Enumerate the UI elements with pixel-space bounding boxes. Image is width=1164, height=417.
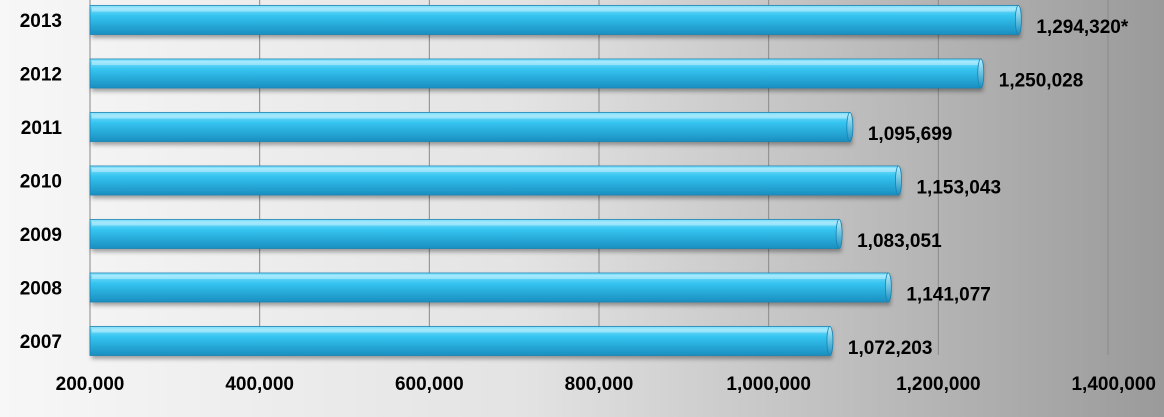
bar-highlight xyxy=(92,7,1017,12)
y-category-label: 2012 xyxy=(20,65,62,86)
bar-value-label: 1,153,043 xyxy=(916,178,1001,199)
bar-value-label: 1,250,028 xyxy=(999,71,1084,92)
bar xyxy=(89,272,889,303)
bar xyxy=(89,5,1019,35)
bar-group xyxy=(89,219,843,249)
bar-end-cap xyxy=(977,58,985,89)
bar-highlight xyxy=(92,221,838,226)
bars xyxy=(89,5,1022,356)
bar-end-cap xyxy=(895,165,902,196)
y-category-label: 2009 xyxy=(20,225,62,246)
bar-end-cap xyxy=(1014,5,1022,35)
category-axis: 2013 2012 2011 2010 2009 2008 2007 xyxy=(20,11,63,353)
bar-end-cap xyxy=(835,219,843,249)
y-category-label: 2008 xyxy=(20,279,62,300)
bar-highlight xyxy=(92,328,828,333)
bar-group xyxy=(89,5,1022,35)
bar-highlight xyxy=(92,168,897,172)
bar-highlight xyxy=(92,275,887,279)
bar-value-label: 1,083,051 xyxy=(857,231,942,252)
value-axis: 200,000 400,000 600,000 800,000 1,000,000 1,2… xyxy=(56,374,1156,395)
bar-highlight xyxy=(92,114,848,119)
data-labels: 1,294,320* 1,250,028 1,095,699 1,153,043 1,0… xyxy=(848,17,1129,359)
x-tick-label: 600,000 xyxy=(395,374,464,395)
bar xyxy=(89,58,982,89)
bar-group xyxy=(89,58,985,89)
bar-group xyxy=(89,326,834,356)
x-tick-label: 800,000 xyxy=(565,374,634,395)
y-category-label: 2010 xyxy=(20,172,62,193)
bar-end-cap xyxy=(846,112,854,142)
bar-value-label: 1,095,699 xyxy=(868,124,953,145)
x-tick-label: 400,000 xyxy=(225,374,294,395)
bar-value-label: 1,294,320* xyxy=(1036,17,1129,38)
y-category-label: 2007 xyxy=(20,332,62,353)
bar-group xyxy=(89,272,892,303)
x-tick-label: 1,400,000 xyxy=(1071,374,1156,395)
x-tick-label: 200,000 xyxy=(56,374,125,395)
x-tick-label: 1,200,000 xyxy=(896,374,981,395)
bar-highlight xyxy=(92,61,979,65)
bar-group xyxy=(89,112,854,142)
bar-end-cap xyxy=(884,272,892,303)
bar xyxy=(89,326,831,356)
bar-group xyxy=(89,165,902,196)
y-category-label: 2011 xyxy=(21,118,63,139)
y-category-label: 2013 xyxy=(20,11,62,32)
bar-value-label: 1,072,203 xyxy=(848,338,933,359)
bar-value-label: 1,141,077 xyxy=(906,285,991,306)
bar-end-cap xyxy=(826,326,834,356)
x-tick-label: 1,000,000 xyxy=(726,374,811,395)
